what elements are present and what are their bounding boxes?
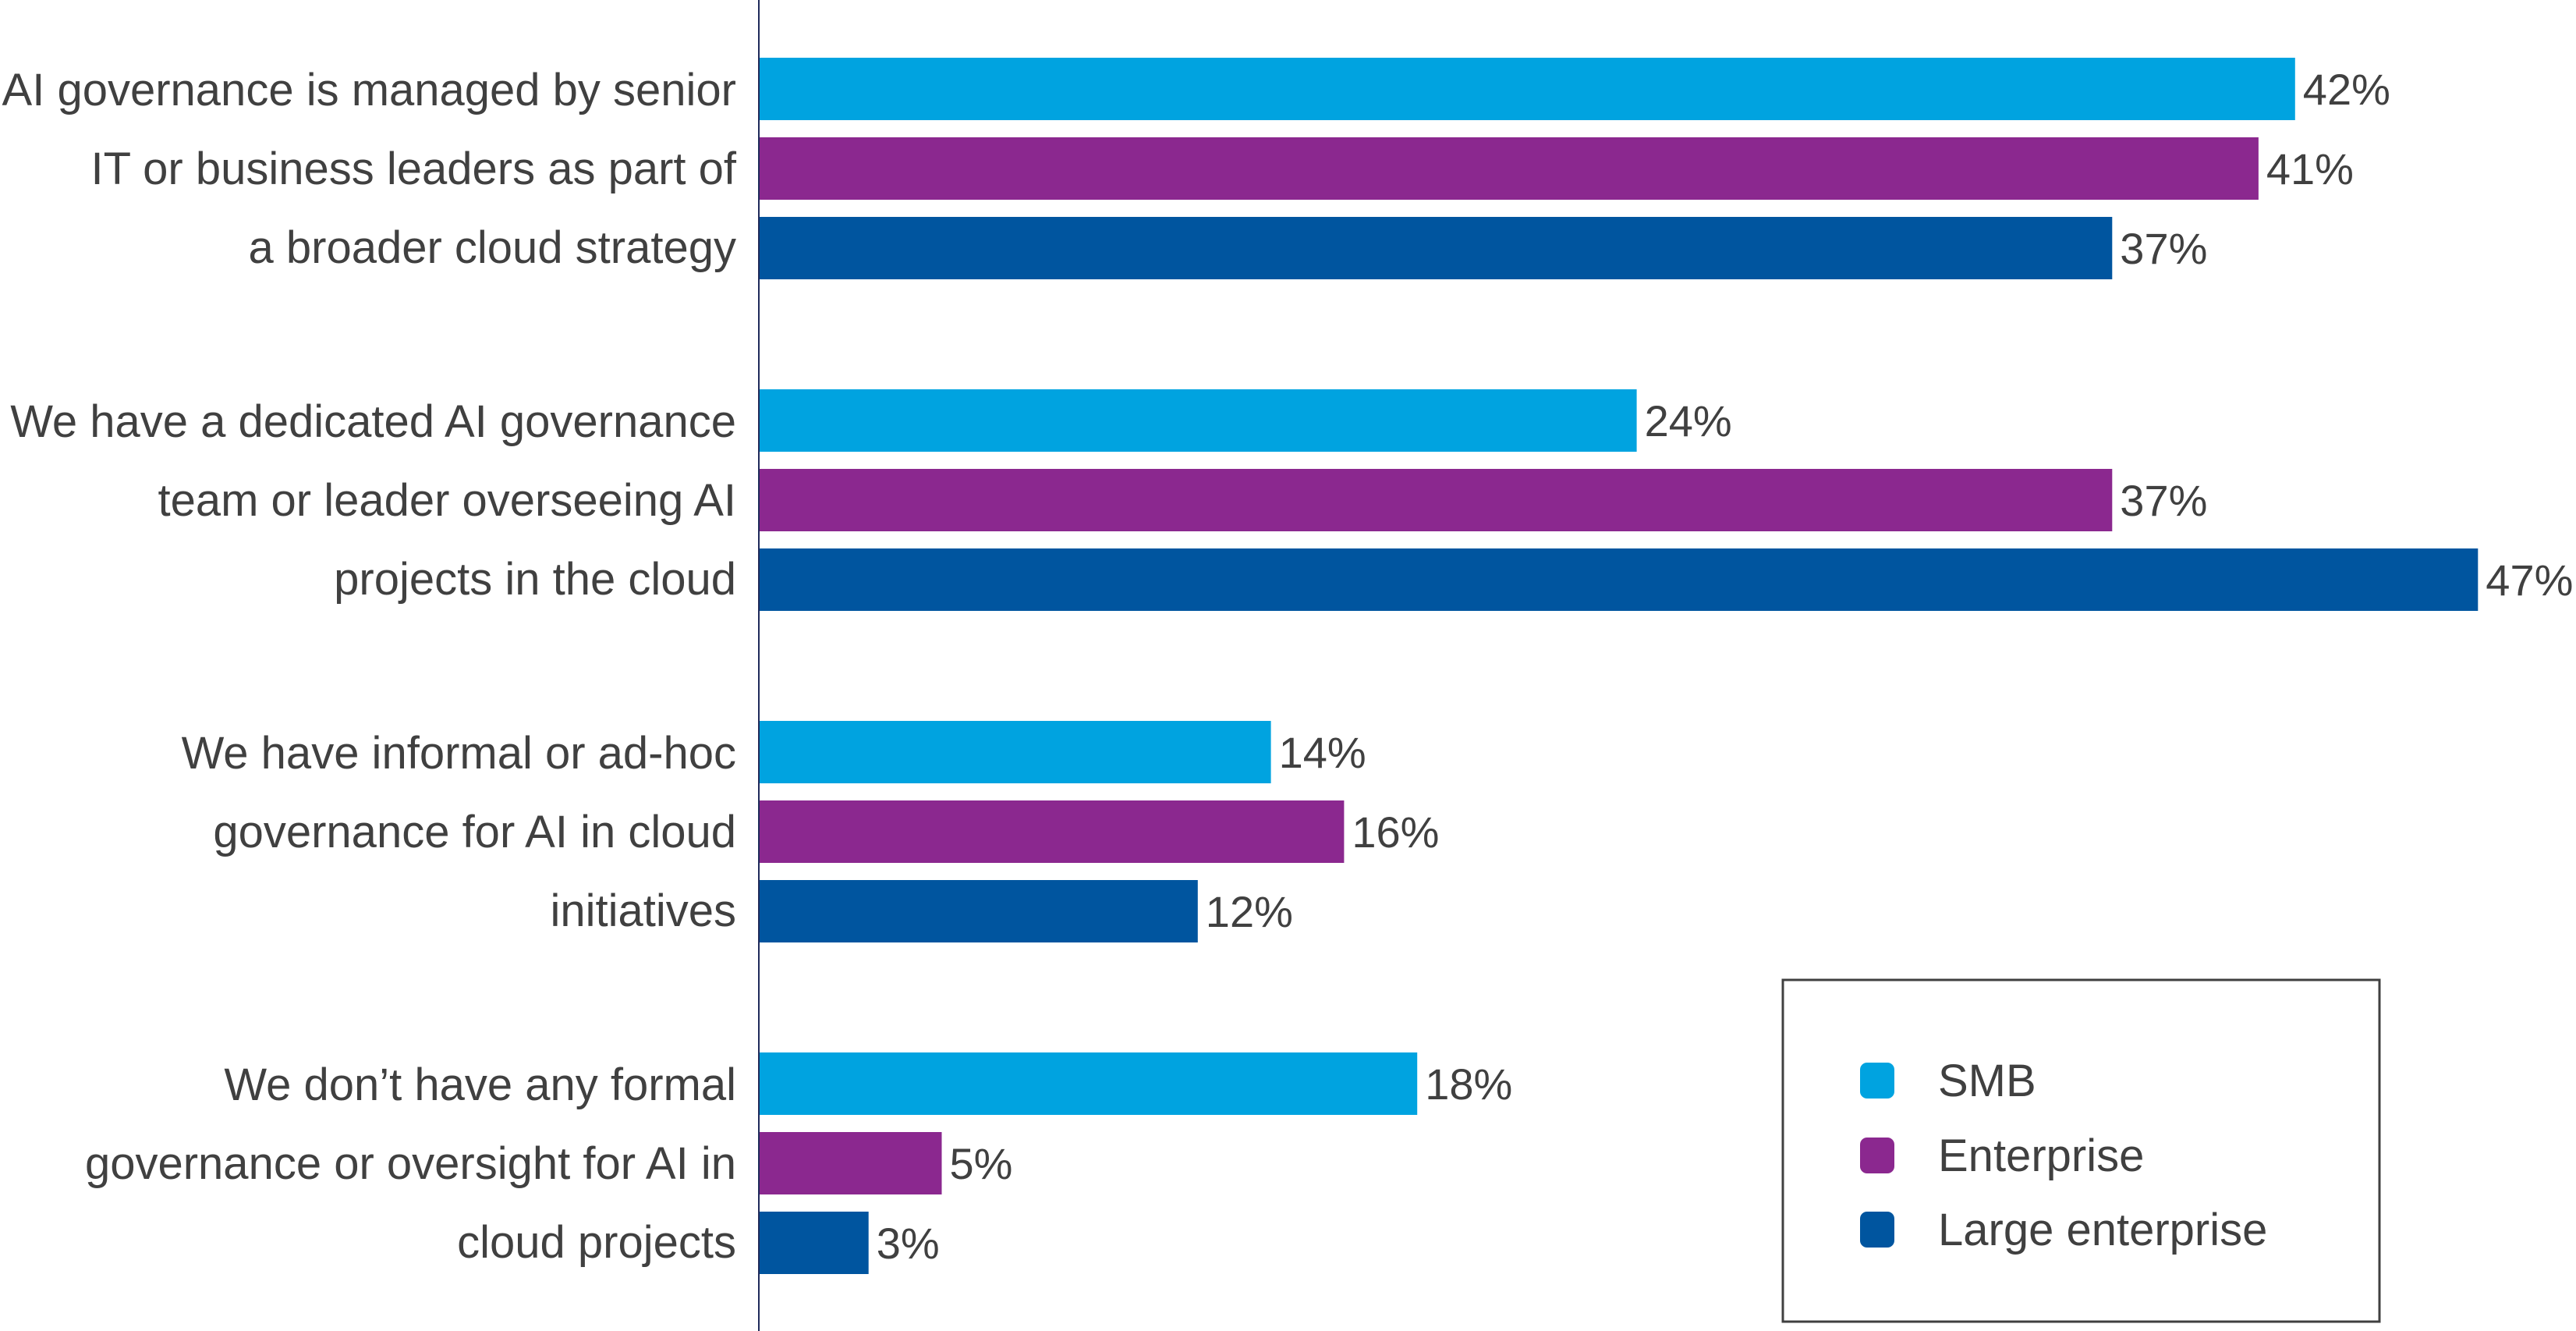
category-label: cloud projects — [457, 1217, 736, 1268]
bar-large-enterprise-2 — [759, 880, 1198, 942]
category-label: a broader cloud strategy — [249, 222, 736, 273]
data-label: 5% — [950, 1139, 1013, 1188]
data-label: 3% — [877, 1219, 940, 1268]
bar-enterprise-1 — [759, 469, 2113, 531]
data-label: 24% — [1645, 396, 1732, 445]
legend-swatch-smb — [1860, 1063, 1894, 1099]
data-label: 16% — [1352, 807, 1439, 857]
legend-swatch-large-enterprise — [1860, 1212, 1894, 1248]
data-label: 47% — [2486, 555, 2573, 605]
data-label: 42% — [2303, 65, 2390, 114]
legend-swatch-enterprise — [1860, 1138, 1894, 1173]
category-label: governance for AI in cloud — [213, 807, 736, 857]
category-label: projects in the cloud — [334, 554, 736, 605]
data-label: 41% — [2266, 144, 2354, 193]
category-label: initiatives — [550, 886, 736, 936]
category-label: We have a dedicated AI governance — [10, 396, 736, 447]
bar-smb-0 — [759, 58, 2295, 120]
category-label: IT or business leaders as part of — [91, 144, 737, 194]
bar-smb-2 — [759, 721, 1271, 783]
bar-large-enterprise-0 — [759, 217, 2113, 279]
legend-label: Large enterprise — [1938, 1205, 2267, 1255]
data-label: 37% — [2120, 224, 2207, 273]
legend: SMB Enterprise Large enterprise — [1781, 978, 2381, 1323]
bar-smb-3 — [759, 1052, 1418, 1115]
category-label: We don’t have any formal — [224, 1059, 736, 1110]
data-label: 12% — [1206, 887, 1293, 936]
category-label: We have informal or ad-hoc — [182, 728, 736, 779]
bar-large-enterprise-3 — [759, 1212, 869, 1274]
legend-label: SMB — [1938, 1056, 2036, 1106]
bar-smb-1 — [759, 389, 1637, 452]
category-label: AI governance is managed by senior — [2, 65, 736, 115]
data-label: 14% — [1279, 728, 1366, 777]
category-labels: AI governance is managed by senior IT or … — [2, 65, 737, 1268]
bar-large-enterprise-1 — [759, 548, 2479, 611]
data-label: 18% — [1425, 1059, 1512, 1109]
category-label: team or leader overseeing AI — [158, 475, 736, 526]
bars-layer: 42% 41% 37% 24% 37% 47% 14% 16% 12% 18% 5%3% — [759, 58, 2573, 1274]
legend-label: Enterprise — [1938, 1130, 2144, 1181]
bar-enterprise-2 — [759, 800, 1345, 863]
category-label: governance or oversight for AI in — [85, 1138, 736, 1189]
bar-enterprise-3 — [759, 1132, 942, 1194]
bar-enterprise-0 — [759, 137, 2259, 200]
data-label: 37% — [2120, 476, 2207, 525]
